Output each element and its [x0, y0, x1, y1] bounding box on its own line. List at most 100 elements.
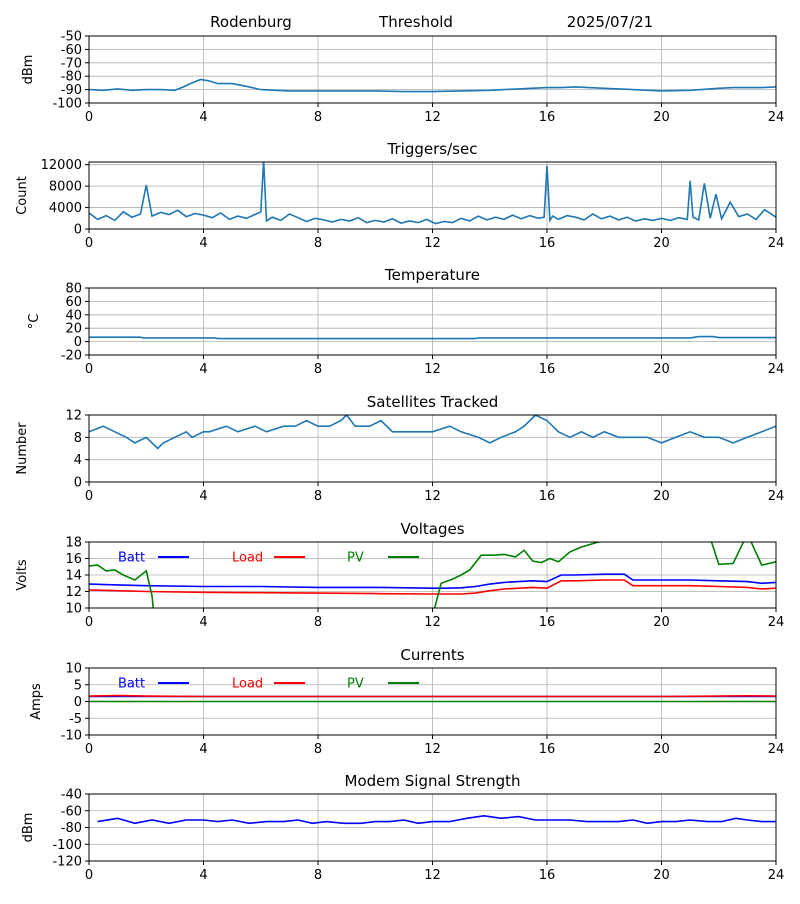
y-tick-label: 4 — [74, 453, 82, 468]
y-tick-label: 18 — [65, 536, 82, 551]
x-tick-label: 4 — [199, 615, 207, 630]
y-tick-label: -50 — [61, 30, 82, 45]
x-tick-label: 4 — [199, 110, 207, 125]
legend-label: Load — [232, 677, 263, 692]
y-tick-label: -60 — [61, 804, 82, 819]
y-tick-label: 16 — [65, 552, 82, 567]
legend-label: Batt — [118, 677, 145, 692]
header-location: Rodenburg — [210, 13, 292, 31]
header-trigger-mode: Threshold — [378, 13, 453, 31]
y-tick-label: 60 — [65, 295, 82, 310]
x-tick-label: 24 — [768, 362, 785, 377]
y-tick-label: -20 — [61, 349, 82, 364]
y-tick-label: -90 — [61, 83, 82, 98]
x-tick-label: 12 — [424, 110, 441, 125]
x-tick-label: 16 — [539, 742, 556, 757]
x-tick-label: 0 — [85, 110, 93, 125]
y-tick-label: 40 — [65, 308, 82, 323]
x-tick-label: 24 — [768, 489, 785, 504]
legend-label: Batt — [118, 551, 145, 566]
x-tick-label: 8 — [314, 362, 322, 377]
y-tick-label: 4000 — [49, 201, 82, 216]
x-tick-label: 16 — [539, 489, 556, 504]
y-axis-label: Amps — [29, 683, 44, 720]
y-tick-label: 0 — [74, 335, 82, 350]
y-tick-label: 12000 — [41, 158, 82, 173]
y-axis-label: Count — [15, 176, 30, 215]
y-tick-label: 10 — [65, 602, 82, 617]
y-tick-label: 5 — [74, 678, 82, 693]
legend-label: PV — [347, 677, 364, 692]
x-tick-label: 0 — [85, 489, 93, 504]
x-tick-label: 20 — [653, 236, 670, 251]
y-axis-label: dBm — [21, 813, 36, 843]
x-tick-label: 4 — [199, 868, 207, 883]
x-tick-label: 12 — [424, 236, 441, 251]
y-tick-label: 12 — [65, 585, 82, 600]
y-tick-label: 10 — [65, 662, 82, 677]
y-tick-label: -100 — [52, 97, 82, 112]
x-tick-label: 16 — [539, 362, 556, 377]
y-tick-label: 0 — [74, 223, 82, 238]
y-tick-label: -120 — [52, 855, 82, 870]
panel-title: Voltages — [400, 520, 464, 538]
x-tick-label: 0 — [85, 236, 93, 251]
y-tick-label: -100 — [52, 838, 82, 853]
header-date: 2025/07/21 — [567, 13, 653, 31]
x-tick-label: 16 — [539, 110, 556, 125]
y-tick-label: 0 — [74, 476, 82, 491]
x-tick-label: 24 — [768, 615, 785, 630]
x-tick-label: 0 — [85, 868, 93, 883]
panel-title: Triggers/sec — [387, 140, 478, 158]
panel-title: Satellites Tracked — [367, 393, 498, 411]
y-tick-label: 20 — [65, 322, 82, 337]
y-tick-label: 14 — [65, 569, 82, 584]
x-tick-label: 16 — [539, 236, 556, 251]
x-tick-label: 20 — [653, 742, 670, 757]
x-tick-label: 0 — [85, 615, 93, 630]
x-tick-label: 12 — [424, 742, 441, 757]
x-tick-label: 0 — [85, 742, 93, 757]
y-tick-label: -10 — [61, 729, 82, 744]
x-tick-label: 4 — [199, 236, 207, 251]
x-tick-label: 24 — [768, 236, 785, 251]
y-tick-label: -5 — [69, 712, 82, 727]
x-tick-label: 20 — [653, 489, 670, 504]
x-tick-label: 8 — [314, 236, 322, 251]
x-tick-label: 8 — [314, 868, 322, 883]
y-tick-label: -80 — [61, 70, 82, 85]
legend-label: Load — [232, 551, 263, 566]
x-tick-label: 24 — [768, 742, 785, 757]
panel-title: Temperature — [384, 266, 480, 284]
x-tick-label: 4 — [199, 742, 207, 757]
y-axis-label: Volts — [15, 559, 30, 591]
x-tick-label: 16 — [539, 868, 556, 883]
x-tick-label: 4 — [199, 362, 207, 377]
x-tick-label: 20 — [653, 868, 670, 883]
y-tick-label: 0 — [74, 695, 82, 710]
y-tick-label: 12 — [65, 409, 82, 424]
x-tick-label: 8 — [314, 742, 322, 757]
x-tick-label: 16 — [539, 615, 556, 630]
x-tick-label: 12 — [424, 362, 441, 377]
y-tick-label: -70 — [61, 56, 82, 71]
y-axis-label: dBm — [21, 55, 36, 85]
y-axis-label: Number — [15, 422, 30, 475]
x-tick-label: 8 — [314, 110, 322, 125]
y-tick-label: 80 — [65, 282, 82, 297]
y-axis-label: °C — [27, 314, 42, 330]
x-tick-label: 12 — [424, 489, 441, 504]
x-tick-label: 0 — [85, 362, 93, 377]
x-tick-label: 8 — [314, 615, 322, 630]
x-tick-label: 20 — [653, 362, 670, 377]
y-tick-label: 8 — [74, 431, 82, 446]
panel-title: Currents — [400, 646, 464, 664]
